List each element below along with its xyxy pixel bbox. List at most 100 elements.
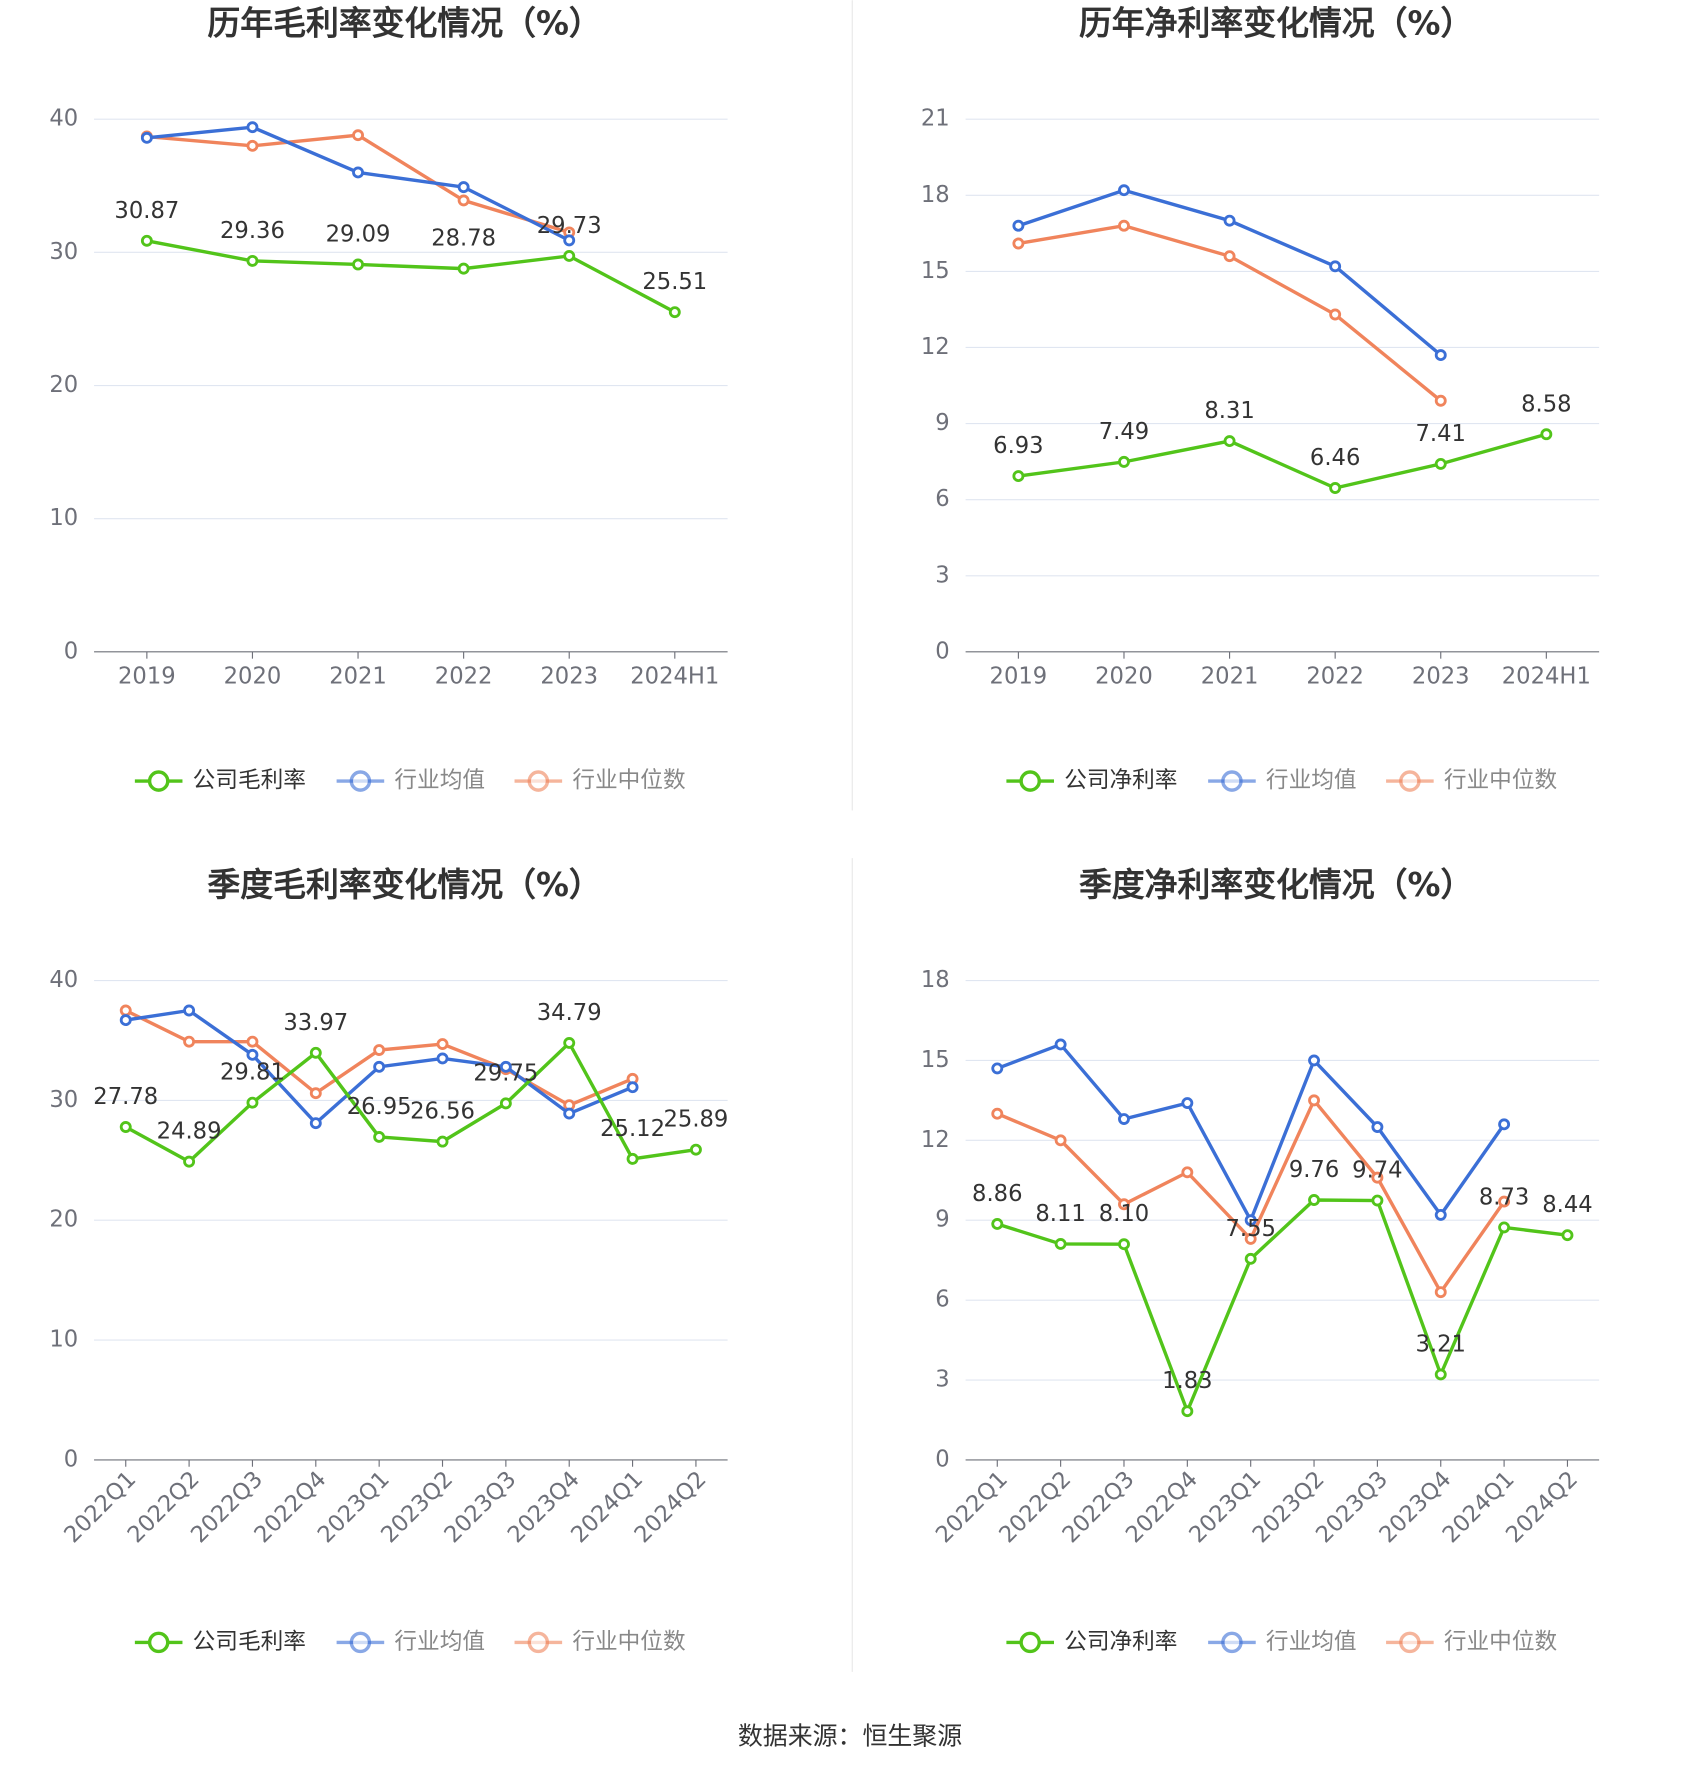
point: [140, 131, 153, 144]
legend-marker: [1019, 770, 1041, 792]
point: [119, 1121, 132, 1133]
point: [1371, 1194, 1384, 1207]
chart-title: 历年净利率变化情况（%）: [1079, 4, 1473, 43]
y-tick-label: 20: [49, 1207, 78, 1233]
point: [436, 1038, 449, 1051]
series-line: [1018, 432, 1547, 490]
data-label: 25.12: [600, 1116, 665, 1142]
y-tick-label: 30: [49, 1087, 78, 1113]
point: [183, 1155, 196, 1168]
data-label: 9.76: [1289, 1157, 1339, 1183]
point: [373, 1044, 386, 1056]
data-label: 24.89: [157, 1119, 222, 1145]
data-label: 6.46: [1310, 445, 1360, 471]
legend-label: 公司净利率: [1064, 768, 1177, 794]
point: [1308, 1094, 1320, 1107]
data-label: 29.81: [220, 1060, 285, 1086]
point: [1434, 394, 1447, 407]
point: [373, 1060, 386, 1073]
point: [1054, 1134, 1067, 1147]
y-tick-label: 9: [935, 1207, 949, 1233]
y-tick-label: 18: [921, 967, 950, 993]
data-label: 29.09: [326, 222, 391, 248]
y-tick-label: 12: [921, 1127, 950, 1153]
point: [246, 1048, 259, 1061]
legend-marker: [147, 1631, 170, 1654]
point: [1244, 1214, 1257, 1227]
point: [309, 1087, 322, 1100]
data-label: 27.78: [93, 1084, 158, 1110]
x-tick-label: 2023: [540, 663, 598, 689]
legend-marker: [1399, 1631, 1421, 1654]
point: [457, 181, 470, 194]
point: [1434, 1368, 1447, 1381]
point: [352, 129, 364, 142]
point: [626, 1081, 639, 1094]
point: [1054, 1237, 1067, 1250]
point: [457, 194, 470, 207]
x-tick-label: 2023: [1412, 663, 1470, 689]
x-tick-label: 2024H1: [1502, 663, 1591, 689]
legend-label: 行业均值: [1266, 1629, 1357, 1655]
data-label: 8.58: [1521, 391, 1571, 417]
data-label: 7.41: [1416, 421, 1466, 447]
data-label: 26.95: [347, 1094, 412, 1120]
series-line: [996, 1198, 1568, 1416]
legend-label: 行业中位数: [572, 1629, 686, 1655]
y-tick-label: 15: [921, 1047, 950, 1073]
point: [436, 1052, 449, 1065]
data-label: 33.97: [283, 1010, 348, 1036]
data-label: 8.44: [1542, 1192, 1592, 1218]
data-label: 6.93: [993, 433, 1043, 459]
point: [563, 234, 576, 247]
point: [119, 1014, 132, 1027]
legend-marker: [1221, 1631, 1243, 1654]
point: [1308, 1194, 1320, 1206]
legend-marker: [1019, 1631, 1041, 1654]
chart-title: 季度净利率变化情况（%）: [1079, 865, 1473, 904]
legend-label: 行业中位数: [1444, 768, 1558, 794]
point: [1223, 250, 1236, 263]
legend-marker: [1221, 770, 1243, 792]
legend-label: 行业中位数: [1444, 1629, 1558, 1655]
point: [668, 306, 681, 319]
y-tick-label: 9: [935, 410, 949, 436]
y-tick-label: 0: [935, 1446, 949, 1472]
point: [1118, 219, 1130, 232]
point: [1118, 1198, 1130, 1211]
point: [1118, 1113, 1130, 1125]
x-tick-label: 2019: [118, 663, 176, 689]
point: [1498, 1221, 1511, 1234]
point: [1434, 457, 1447, 470]
point: [1012, 219, 1025, 232]
chart-title: 历年毛利率变化情况（%）: [207, 4, 601, 43]
point: [1012, 237, 1025, 250]
point: [1181, 1097, 1194, 1109]
data-label: 25.51: [642, 269, 707, 295]
legend-marker: [349, 1631, 372, 1654]
y-tick-label: 20: [49, 372, 78, 398]
data-label: 9.74: [1352, 1158, 1402, 1184]
point: [183, 1004, 196, 1017]
data-label: 34.79: [537, 1000, 602, 1026]
x-tick-label: 2020: [1095, 663, 1153, 689]
point: [1308, 1054, 1320, 1067]
point: [563, 1037, 576, 1049]
point: [457, 262, 470, 275]
point: [1244, 1252, 1257, 1265]
point: [499, 1060, 512, 1073]
point: [1118, 184, 1130, 197]
point: [1118, 1238, 1130, 1251]
point: [183, 1035, 196, 1048]
point: [563, 1107, 576, 1120]
data-label: 8.73: [1479, 1184, 1529, 1210]
point: [1371, 1121, 1384, 1133]
data-label: 8.10: [1099, 1201, 1149, 1227]
x-tick-label: 2024H1: [630, 663, 719, 689]
point: [1434, 349, 1447, 362]
x-tick-label: 2022: [1306, 663, 1364, 689]
point: [1540, 428, 1553, 441]
data-label: 29.36: [220, 218, 285, 244]
y-tick-label: 12: [921, 334, 950, 360]
